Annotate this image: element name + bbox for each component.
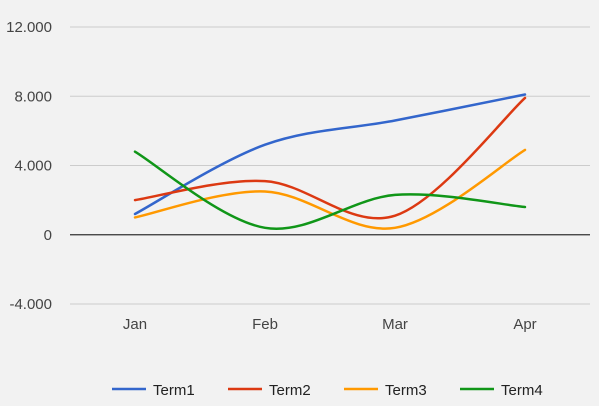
legend-label: Term4 bbox=[501, 382, 543, 399]
gridlines bbox=[70, 26, 590, 305]
y-tick-label: 8.000 bbox=[14, 88, 52, 105]
x-tick-label: Apr bbox=[513, 316, 536, 333]
legend-label: Term1 bbox=[153, 382, 195, 399]
series-lines bbox=[133, 93, 527, 230]
series-line-term1 bbox=[133, 93, 527, 216]
x-tick-label: Jan bbox=[123, 316, 147, 333]
legend: Term1 Term2 Term3 Term4 bbox=[112, 382, 543, 399]
x-tick-label: Feb bbox=[252, 316, 278, 333]
y-tick-label: 4.000 bbox=[14, 158, 52, 175]
legend-label: Term2 bbox=[269, 382, 311, 399]
series-line-term2 bbox=[133, 96, 527, 220]
series-line-term3 bbox=[133, 148, 527, 230]
y-tick-label: 12.000 bbox=[6, 19, 52, 36]
x-tick-label: Mar bbox=[382, 316, 408, 333]
legend-label: Term3 bbox=[385, 382, 427, 399]
y-tick-label: 0 bbox=[44, 227, 52, 244]
y-axis-ticks: -4.000 0 4.000 8.000 12.000 bbox=[6, 19, 52, 313]
y-tick-label: -4.000 bbox=[9, 296, 52, 313]
x-axis-ticks: Jan Feb Mar Apr bbox=[123, 316, 537, 333]
series-line-term4 bbox=[133, 150, 527, 230]
